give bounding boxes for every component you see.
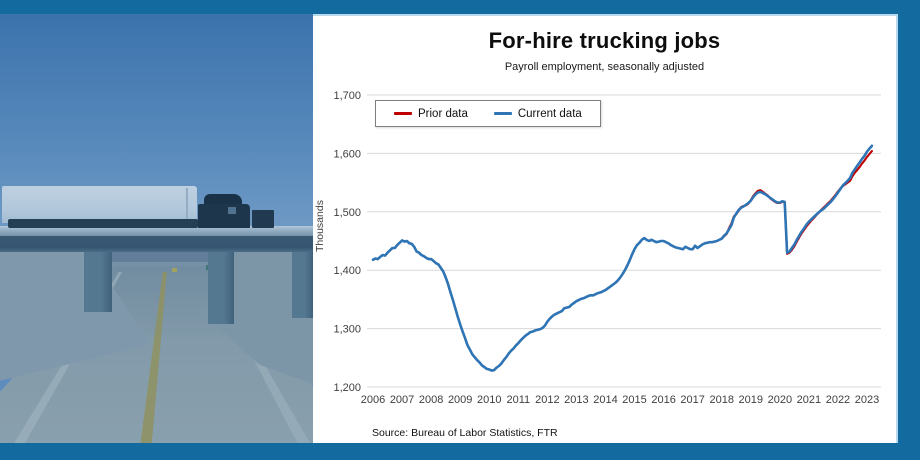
svg-text:2022: 2022	[826, 394, 850, 406]
svg-text:2010: 2010	[477, 394, 501, 406]
overpass-deck	[0, 236, 313, 252]
photo-warning-sign	[172, 268, 177, 272]
svg-text:1,400: 1,400	[333, 265, 361, 277]
second-truck	[252, 210, 274, 228]
truck-photo	[0, 14, 313, 443]
svg-text:1,200: 1,200	[333, 382, 361, 394]
legend-item-current: Current data	[493, 107, 582, 120]
chart-legend: Prior data Current data	[375, 100, 601, 127]
chart-panel: 1,200 1,300 1,400 1,500 1,600 1,700 2006 2007 20…	[313, 14, 898, 443]
overpass-pier-right	[208, 252, 234, 324]
svg-text:2020: 2020	[768, 394, 792, 406]
y-axis-title: Thousands	[314, 200, 326, 252]
svg-text:2009: 2009	[448, 394, 472, 406]
chart-svg: 1,200 1,300 1,400 1,500 1,600 1,700 2006 2007 20…	[333, 90, 881, 406]
overpass-pier-far-right	[292, 252, 313, 318]
svg-text:2014: 2014	[593, 394, 617, 406]
svg-text:2012: 2012	[535, 394, 559, 406]
svg-text:2013: 2013	[564, 394, 588, 406]
svg-text:2021: 2021	[797, 394, 821, 406]
svg-text:1,300: 1,300	[333, 324, 361, 336]
truck-cab	[198, 204, 250, 228]
chart-subtitle: Payroll employment, seasonally adjusted	[504, 61, 705, 73]
legend-label-prior: Prior data	[418, 107, 468, 120]
chart-title: For-hire trucking jobs	[488, 28, 721, 53]
overpass-pier-left	[84, 252, 112, 312]
svg-text:2017: 2017	[680, 394, 704, 406]
source-note: Source: Bureau of Labor Statistics, FTR	[372, 427, 558, 439]
legend-swatch-prior-icon	[394, 112, 412, 115]
truck-wheels	[8, 219, 198, 228]
truck-trailer	[2, 186, 197, 223]
legend-item-prior: Prior data	[394, 108, 468, 120]
svg-text:2023: 2023	[855, 394, 879, 406]
legend-label-current: Current data	[517, 107, 582, 120]
svg-text:2015: 2015	[622, 394, 646, 406]
svg-text:1,600: 1,600	[333, 148, 361, 160]
svg-text:2016: 2016	[651, 394, 675, 406]
overpass-guardrail	[0, 226, 313, 236]
svg-text:2011: 2011	[506, 394, 530, 406]
svg-text:2006: 2006	[361, 394, 385, 406]
truck-cab-window	[228, 207, 236, 214]
legend-swatch-current-icon	[493, 112, 512, 115]
svg-text:2008: 2008	[419, 394, 443, 406]
svg-text:1,500: 1,500	[333, 207, 361, 219]
svg-text:1,700: 1,700	[333, 90, 361, 102]
svg-text:2007: 2007	[390, 394, 414, 406]
svg-text:2019: 2019	[739, 394, 763, 406]
truck-trailer-door-seam	[186, 188, 188, 221]
svg-text:2018: 2018	[709, 394, 733, 406]
